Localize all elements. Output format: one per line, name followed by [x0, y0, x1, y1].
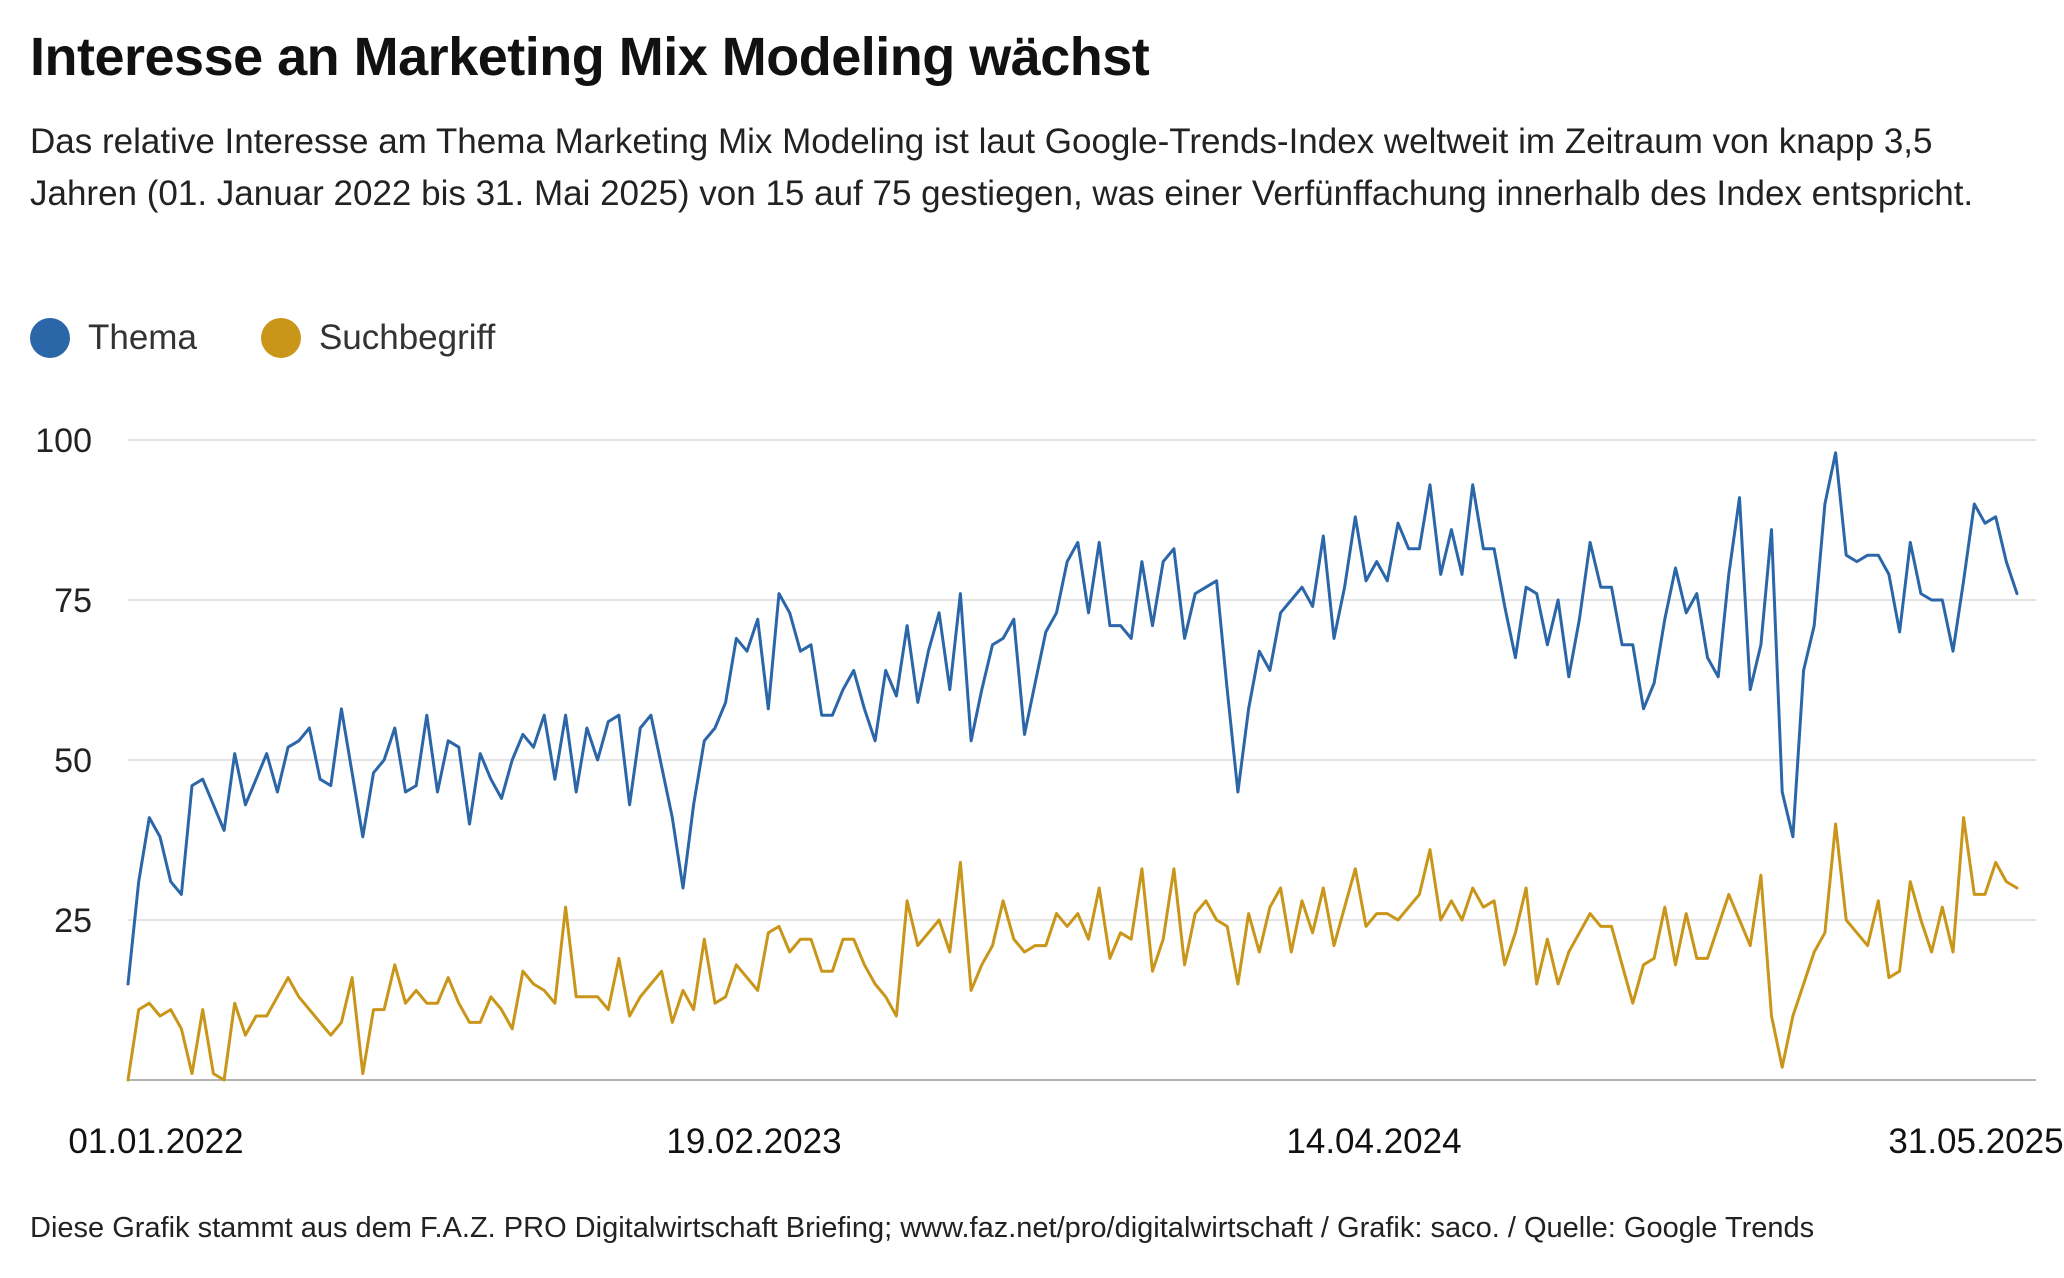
grid-lines — [128, 439, 2036, 1081]
x-tick-label: 31.05.2025 — [1888, 1122, 2063, 1161]
legend-item-thema: Thema — [30, 318, 197, 358]
source-footer: Diese Grafik stammt aus dem F.A.Z. PRO D… — [30, 1212, 1815, 1244]
chart-subtitle: Das relative Interesse am Thema Marketin… — [30, 122, 1974, 213]
legend: Thema Suchbegriff — [30, 318, 559, 358]
legend-swatch-thema — [30, 318, 70, 358]
legend-label-suchbegriff: Suchbegriff — [318, 318, 496, 357]
x-tick-label: 14.04.2024 — [1286, 1122, 1461, 1161]
legend-item-suchbegriff: Suchbegriff — [260, 318, 496, 358]
legend-swatch-suchbegriff — [260, 318, 301, 358]
series-line-thema — [126, 451, 2019, 986]
x-tick-label: 01.01.2022 — [68, 1122, 243, 1161]
y-tick-label: 75 — [54, 582, 92, 620]
x-tick-label: 19.02.2023 — [666, 1122, 841, 1161]
x-axis-tick-labels: 01.01.2022 19.02.2023 14.04.2024 31.05.2025 — [68, 1122, 2063, 1161]
y-tick-label: 50 — [54, 742, 92, 780]
legend-label-thema: Thema — [88, 318, 197, 357]
series-lines — [126, 451, 2019, 1082]
y-tick-label: 25 — [54, 902, 92, 940]
line-chart: 25 50 75 100 01.01.2022 19.02.2023 14.04.2024… — [35, 422, 2063, 1161]
y-tick-label: 100 — [35, 422, 92, 460]
series-line-suchbegriff — [126, 816, 2019, 1082]
chart-title: Interesse an Marketing Mix Modeling wäch… — [30, 27, 1150, 87]
y-axis-tick-labels: 25 50 75 100 — [35, 422, 92, 940]
